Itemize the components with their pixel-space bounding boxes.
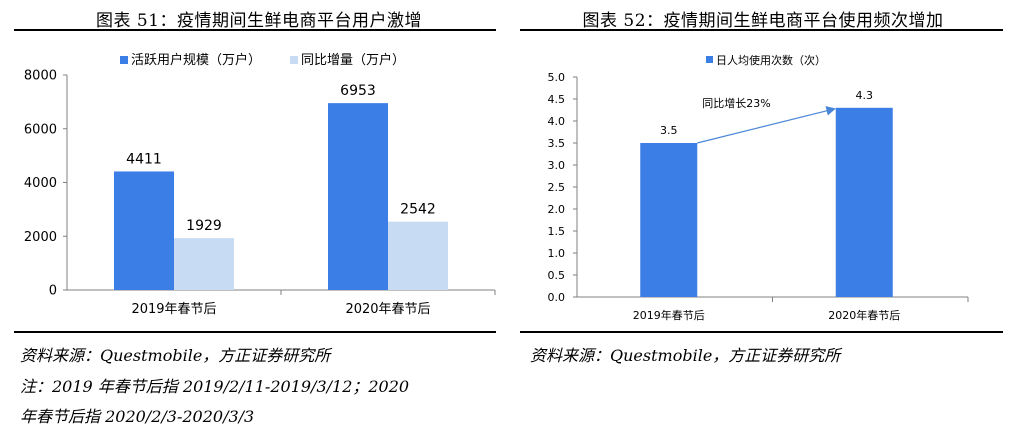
x-tick-label: 2020年春节后 [828,308,900,322]
x-tick-label: 2019年春节后 [633,308,705,322]
legend-label: 日人均使用次数（次） [716,53,826,67]
title-rule-left [14,29,496,31]
data-label: 6953 [340,83,376,99]
y-tick-label: 2.5 [548,181,566,194]
y-tick-label: 2000 [24,230,57,245]
legend-swatch [706,56,713,63]
bottom-rule-right [520,331,1003,333]
growth-arrow [697,106,836,144]
x-tick-label: 2020年春节后 [345,302,430,317]
y-tick-label: 3.5 [548,137,566,150]
bar-1 [835,107,893,297]
bar-1 [328,103,388,290]
y-tick-label: 1.0 [548,247,566,260]
y-tick-label: 6000 [24,122,57,137]
data-label: 1929 [186,218,222,234]
y-tick-label: 2.0 [548,203,566,216]
data-label: 4411 [126,151,162,167]
chart-title-left: 图表 51：疫情期间生鲜电商平台用户激增 [95,11,423,31]
legend-label: 活跃用户规模（万户） [131,52,261,68]
legend-label: 同比增量（万户） [301,52,405,68]
note-line-2: 年春节后指 2020/2/3-2020/3/3 [20,407,255,426]
chart-right: 0.0 0.5 1.0 1.5 2.0 2.5 3.0 3.5 4.0 4.5 5.0 2019年春节… [548,53,969,322]
y-tick-label: 3.0 [548,159,566,172]
bar-2 [388,221,448,290]
bar-2 [174,238,234,290]
data-label: 2542 [400,202,436,218]
legend-swatch [120,56,128,64]
data-label: 3.5 [660,124,678,137]
y-tick-label: 0.0 [548,291,566,304]
title-rule-right [520,29,1003,31]
source-right: 资料来源：Questmobile，方正证券研究所 [530,346,841,365]
y-tick-label: 0.5 [548,269,566,282]
y-tick-label: 4.0 [548,115,566,128]
bar-1 [114,171,174,290]
y-tick-label: 4.5 [548,93,566,106]
data-label: 4.3 [856,89,874,102]
x-tick-label: 2019年春节后 [131,302,216,317]
y-tick-label: 1.5 [548,225,566,238]
bar-1 [640,143,698,297]
legend-swatch [290,56,298,64]
y-tick-label: 4000 [24,176,57,191]
bottom-rule-left [14,331,496,333]
chart-left: 0 2000 4000 6000 8000 2019年春节后 4411 1929 2020年春节… [24,52,496,317]
y-tick-label: 8000 [24,69,57,84]
y-tick-label: 0 [49,284,57,299]
source-left: 资料来源：Questmobile，方正证券研究所 [20,346,331,365]
chart-title-right: 图表 52：疫情期间生鲜电商平台使用频次增加 [582,11,944,31]
y-tick-label: 5.0 [548,71,566,84]
annotation-growth: 同比增长23% [702,96,770,110]
note-line-1: 注：2019 年春节后指 2019/2/11-2019/3/12；2020 [20,377,410,396]
